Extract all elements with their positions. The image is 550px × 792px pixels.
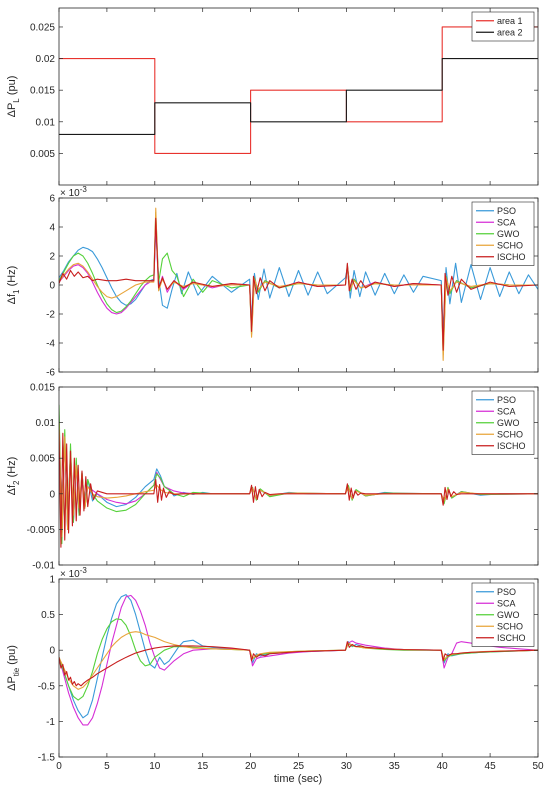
p3-series-ischo <box>59 429 538 548</box>
p2-ytick-label: 2 <box>49 252 55 263</box>
p4-plot-area <box>59 579 538 757</box>
subplot-p1: 0.005 0.01 0.015 0.02 0.025 ΔPL (pu) area 1are… <box>6 7 539 186</box>
p1-legend-entry: area 2 <box>497 27 523 37</box>
p3-legend-entry: SCHO <box>497 429 523 439</box>
p4-xtick-label: 25 <box>293 761 305 772</box>
p1-legend-entry: area 1 <box>497 16 523 26</box>
subplot-p3: -0.01 -0.005 0 0.005 0.01 0.015 Δf2 (Hz) PSOSCA… <box>6 383 539 572</box>
p2-legend-entry: GWO <box>497 229 520 239</box>
p3-legend-entry: SCA <box>497 406 516 416</box>
p1-legend-box <box>471 11 535 42</box>
p4-xtick-label: 35 <box>389 761 401 772</box>
p1-ytick-label: 0.005 <box>30 149 55 160</box>
p4-ytick-label: 1 <box>49 575 55 586</box>
p3-plot-area <box>59 387 538 565</box>
p3-y-axis-label: Δf2 (Hz) <box>6 457 21 496</box>
p2-series-ischo <box>59 217 538 351</box>
p3-legend-entry: GWO <box>497 418 520 428</box>
p1-y-axis-label: ΔPL (pu) <box>6 76 21 118</box>
p1-series-area-2 <box>59 58 538 135</box>
x-axis-label: time (sec) <box>274 773 322 785</box>
p2-legend-entry: PSO <box>497 206 516 216</box>
p2-legend-entry: SCHO <box>497 240 523 250</box>
p4-legend-entry: PSO <box>497 587 516 597</box>
p4-xtick-label: 15 <box>197 761 209 772</box>
p4-legend-entry: SCA <box>497 598 516 608</box>
p4-y-axis-label: ΔPtie (pu) <box>6 645 21 691</box>
p4-xtick-label: 5 <box>104 761 110 772</box>
p4-ytick-label: -0.5 <box>38 681 56 692</box>
p4-legend-entry: ISCHO <box>497 633 526 643</box>
p3-ytick-label: 0.01 <box>36 418 56 429</box>
p3-ytick-label: -0.01 <box>32 561 55 572</box>
p2-legend-entry: SCA <box>497 217 516 227</box>
p3-series-group <box>59 404 538 548</box>
p4-xtick-label: 50 <box>532 761 544 772</box>
p4-legend-entry: GWO <box>497 610 520 620</box>
p3-ytick-label: 0.005 <box>30 454 55 465</box>
p1-ytick-label: 0.025 <box>30 22 55 33</box>
p4-axis-exponent: × 10-3 <box>60 566 87 580</box>
p4-series-ischo <box>59 641 538 687</box>
p1-ytick-label: 0.01 <box>36 117 56 128</box>
p2-ytick-label: 0 <box>49 281 55 292</box>
p4-xtick-label: 40 <box>437 761 449 772</box>
p3-ytick-label: -0.005 <box>27 525 56 536</box>
p4-ytick-label: 0.5 <box>41 610 55 621</box>
p2-ytick-label: -2 <box>46 310 55 321</box>
p2-legend-entry: ISCHO <box>497 252 526 262</box>
p4-series-group <box>59 594 538 726</box>
p4-xtick-label: 10 <box>149 761 161 772</box>
p3-legend-entry: ISCHO <box>497 441 526 451</box>
p4-ytick-label: 0 <box>49 646 55 657</box>
p2-axis-exponent: × 10-3 <box>60 185 87 199</box>
p3-ytick-label: 0.015 <box>30 383 55 394</box>
p2-ytick-label: -6 <box>46 368 55 379</box>
p4-xtick-label: 20 <box>245 761 257 772</box>
p4-xtick-label: 0 <box>56 761 62 772</box>
p2-plot-area <box>59 198 538 372</box>
p2-ytick-label: -4 <box>46 339 55 350</box>
p2-ytick-label: 6 <box>49 194 55 205</box>
p1-plot-area <box>59 8 538 185</box>
p4-ytick-label: -1.5 <box>38 753 56 764</box>
subplot-p4: 0 5 10 15 20 25 30 35 40 45 50 -1.5 -1 -0.5 0 0.5 1 × 10-… <box>6 566 544 772</box>
p4-xtick-label: 45 <box>485 761 497 772</box>
p2-series-scho <box>59 207 538 361</box>
p2-y-axis-label: Δf1 (Hz) <box>6 266 21 305</box>
p1-ytick-label: 0.02 <box>36 54 56 65</box>
p4-ytick-label: -1 <box>46 717 55 728</box>
p3-legend-entry: PSO <box>497 395 516 405</box>
p4-legend-entry: SCHO <box>497 621 523 631</box>
p2-ytick-label: 4 <box>49 223 55 234</box>
p1-series-group <box>59 26 538 154</box>
p2-series-group <box>59 207 538 361</box>
p4-xtick-label: 30 <box>341 761 353 772</box>
p1-ytick-label: 0.015 <box>30 86 55 97</box>
p3-ytick-label: 0 <box>49 489 55 500</box>
